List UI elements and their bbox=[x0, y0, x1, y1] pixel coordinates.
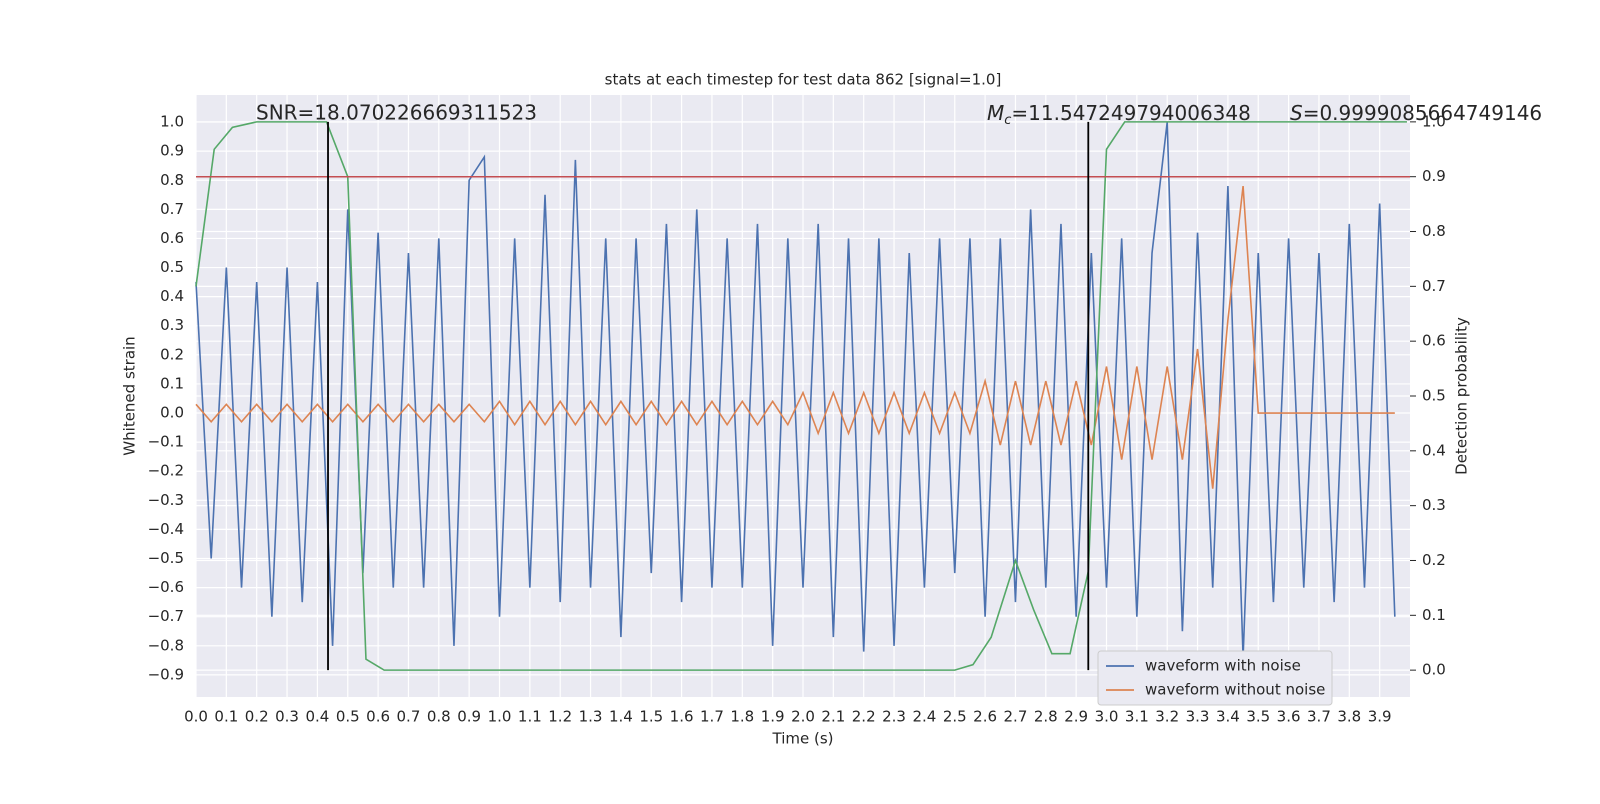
x-tick-label: 1.0 bbox=[488, 708, 512, 726]
grid bbox=[195, 95, 1410, 697]
mc-annotation: Mc=11.547249794006348 bbox=[987, 101, 1251, 128]
x-tick-label: 1.3 bbox=[579, 708, 603, 726]
legend-label: waveform without noise bbox=[1145, 681, 1325, 699]
x-tick-label: 3.8 bbox=[1337, 708, 1361, 726]
x-tick-label: 1.5 bbox=[639, 708, 663, 726]
y2-tick-label: 0.0 bbox=[1422, 661, 1446, 679]
x-tick-label: 1.1 bbox=[518, 708, 542, 726]
x-axis-label: Time (s) bbox=[772, 730, 834, 748]
y2-tick-label: 0.7 bbox=[1422, 277, 1446, 295]
x-tick-label: 1.7 bbox=[700, 708, 724, 726]
labels: 0.0 0.1 0.2 0.3 0.4 0.5 0.6 0.7 0.8 0.9 1.0 1.1 1.2 1… bbox=[148, 112, 1446, 725]
y-tick-label: −0.3 bbox=[148, 491, 184, 509]
y2-tick-label: 0.3 bbox=[1422, 496, 1446, 514]
y-tick-label: 0.7 bbox=[160, 200, 184, 218]
x-tick-label: 0.3 bbox=[275, 708, 299, 726]
y-tick-label: −0.8 bbox=[148, 636, 184, 654]
x-tick-label: 1.6 bbox=[670, 708, 694, 726]
marks bbox=[195, 121, 1410, 671]
x-tick-label: 3.7 bbox=[1307, 708, 1331, 726]
y-axis-label: Whitened strain bbox=[121, 336, 139, 455]
legend-label: waveform with noise bbox=[1145, 657, 1301, 675]
x-tick-label: 3.2 bbox=[1155, 708, 1179, 726]
y2-tick-label: 0.6 bbox=[1422, 332, 1446, 350]
x-tick-label: 0.9 bbox=[457, 708, 481, 726]
y-tick-label: −0.4 bbox=[148, 520, 184, 538]
mc-symbol: M bbox=[987, 101, 1004, 125]
x-tick-label: 2.0 bbox=[791, 708, 815, 726]
mc-value: =11.547249794006348 bbox=[1011, 101, 1250, 125]
x-tick-label: 3.4 bbox=[1216, 708, 1240, 726]
x-tick-label: 3.9 bbox=[1368, 708, 1392, 726]
y-tick-label: −0.6 bbox=[148, 578, 184, 596]
y-tick-label: 0.0 bbox=[160, 404, 184, 422]
x-tick-label: 2.6 bbox=[973, 708, 997, 726]
y-tick-label: 0.1 bbox=[160, 374, 184, 392]
series-line bbox=[195, 121, 1396, 658]
y-tick-label: 0.4 bbox=[160, 287, 184, 305]
x-tick-label: 3.6 bbox=[1277, 708, 1301, 726]
y2-tick-label: 0.4 bbox=[1422, 441, 1446, 459]
y2-tick-label: 1.0 bbox=[1422, 112, 1446, 130]
legend: waveform with noise waveform without nois… bbox=[1097, 650, 1333, 706]
y2-axis-label: Detection probability bbox=[1453, 317, 1471, 475]
x-tick-label: 2.4 bbox=[912, 708, 936, 726]
snr-annotation: SNR=18.070226669311523 bbox=[256, 101, 537, 125]
x-tick-label: 2.9 bbox=[1064, 708, 1088, 726]
x-tick-label: 0.6 bbox=[366, 708, 390, 726]
y-tick-label: −0.5 bbox=[148, 549, 184, 567]
y2-tick-label: 0.2 bbox=[1422, 551, 1446, 569]
y-tick-label: 0.9 bbox=[160, 142, 184, 160]
y-tick-label: 0.5 bbox=[160, 258, 184, 276]
x-tick-label: 0.8 bbox=[427, 708, 451, 726]
s-annotation: S=0.9999085664749146 bbox=[1290, 101, 1542, 125]
series-line bbox=[195, 185, 1395, 489]
y-tick-label: −0.9 bbox=[148, 665, 184, 683]
y-tick-label: −0.1 bbox=[148, 433, 184, 451]
x-tick-label: 2.7 bbox=[1004, 708, 1028, 726]
s-value: =0.9999085664749146 bbox=[1303, 101, 1542, 125]
x-tick-label: 2.5 bbox=[943, 708, 967, 726]
s-symbol: S bbox=[1290, 101, 1303, 125]
x-tick-label: 0.7 bbox=[397, 708, 421, 726]
y-tick-label: −0.2 bbox=[148, 462, 184, 480]
chart-title: stats at each timestep for test data 862… bbox=[605, 71, 1002, 89]
y-tick-label: 1.0 bbox=[160, 113, 184, 131]
x-tick-label: 0.2 bbox=[245, 708, 269, 726]
y-tick-label: 0.6 bbox=[160, 229, 184, 247]
y2-tick-label: 0.1 bbox=[1422, 606, 1446, 624]
x-tick-label: 1.4 bbox=[609, 708, 633, 726]
series-line bbox=[195, 121, 1407, 671]
x-tick-label: 2.8 bbox=[1034, 708, 1058, 726]
x-tick-label: 1.9 bbox=[761, 708, 785, 726]
y-tick-label: 0.8 bbox=[160, 171, 184, 189]
x-tick-label: 2.3 bbox=[882, 708, 906, 726]
legend-box bbox=[1097, 650, 1333, 706]
y2-tick-label: 0.8 bbox=[1422, 222, 1446, 240]
x-tick-label: 0.4 bbox=[305, 708, 329, 726]
y2-tick-label: 0.5 bbox=[1422, 387, 1446, 405]
y2-tick-label: 0.9 bbox=[1422, 167, 1446, 185]
x-tick-label: 3.5 bbox=[1246, 708, 1270, 726]
mc-subscript: c bbox=[1004, 113, 1011, 128]
x-tick-label: 3.0 bbox=[1095, 708, 1119, 726]
x-tick-label: 2.2 bbox=[852, 708, 876, 726]
x-tick-label: 3.3 bbox=[1186, 708, 1210, 726]
x-tick-label: 0.5 bbox=[336, 708, 360, 726]
x-tick-label: 0.1 bbox=[214, 708, 238, 726]
x-tick-label: 2.1 bbox=[821, 708, 845, 726]
x-tick-label: 1.8 bbox=[730, 708, 754, 726]
x-tick-label: 1.2 bbox=[548, 708, 572, 726]
y-tick-label: 0.3 bbox=[160, 316, 184, 334]
y-tick-label: 0.2 bbox=[160, 345, 184, 363]
x-tick-label: 0.0 bbox=[184, 708, 208, 726]
x-tick-label: 3.1 bbox=[1125, 708, 1149, 726]
y-tick-label: −0.7 bbox=[148, 607, 184, 625]
